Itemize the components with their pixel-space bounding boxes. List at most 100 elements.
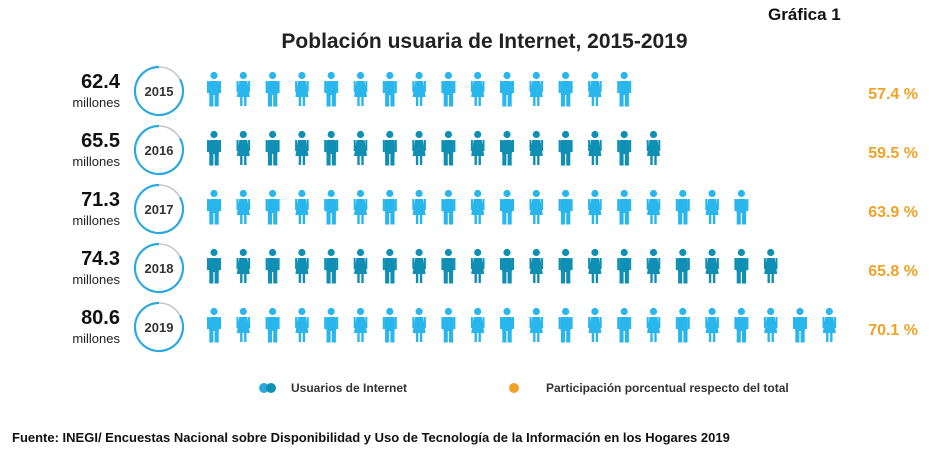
person-icon bbox=[382, 71, 397, 107]
person-icon bbox=[324, 189, 339, 225]
person-icon bbox=[734, 189, 749, 225]
year-label: 2016 bbox=[145, 143, 174, 158]
row-unit: millones bbox=[72, 154, 120, 169]
person-icon bbox=[675, 189, 690, 225]
row-unit: millones bbox=[72, 272, 120, 287]
person-icon bbox=[793, 307, 807, 343]
pictograph-plot: 2015 2016 2017 2018 2019 bbox=[133, 65, 837, 353]
person-icon bbox=[529, 307, 544, 342]
person-icon bbox=[646, 130, 661, 165]
person-icon bbox=[441, 71, 456, 107]
person-icon bbox=[353, 189, 368, 224]
person-icon bbox=[207, 307, 221, 343]
person-icon bbox=[588, 130, 602, 165]
person-icon bbox=[558, 307, 573, 343]
person-icon bbox=[353, 71, 368, 106]
legend-swatch-pct bbox=[509, 383, 519, 393]
person-icon bbox=[500, 71, 514, 107]
person-icon bbox=[500, 307, 514, 343]
year-label: 2018 bbox=[145, 261, 174, 276]
person-icon bbox=[763, 248, 778, 283]
person-icon bbox=[500, 189, 514, 225]
person-icon bbox=[529, 189, 544, 224]
person-icon bbox=[382, 307, 397, 343]
person-icon bbox=[382, 130, 397, 166]
person-icon bbox=[470, 248, 485, 283]
person-icon bbox=[588, 189, 602, 224]
person-icon bbox=[353, 130, 368, 165]
row-unit: millones bbox=[72, 213, 120, 228]
person-icon bbox=[207, 189, 221, 225]
person-icon bbox=[470, 307, 485, 342]
person-icon bbox=[382, 189, 397, 225]
row-unit: millones bbox=[72, 331, 120, 346]
row-value: 71.3 bbox=[81, 189, 120, 211]
person-icon bbox=[382, 248, 397, 284]
person-icon bbox=[646, 248, 661, 283]
row-percentage: 70.1 % bbox=[868, 322, 918, 339]
year-label: 2015 bbox=[145, 84, 174, 99]
person-icon bbox=[617, 71, 632, 107]
person-icon bbox=[441, 248, 456, 284]
person-icon bbox=[705, 189, 719, 224]
year-ring bbox=[133, 301, 185, 353]
person-icon bbox=[558, 130, 573, 166]
person-icon bbox=[207, 130, 221, 166]
year-ring bbox=[133, 65, 185, 117]
person-icon bbox=[500, 248, 514, 284]
year-label: 2019 bbox=[145, 320, 174, 335]
person-icon bbox=[529, 248, 544, 283]
year-label: 2017 bbox=[145, 202, 174, 217]
row-percentage: 65.8 % bbox=[868, 263, 918, 280]
row-value: 65.5 bbox=[81, 130, 120, 152]
figure-label: Gráfica 1 bbox=[768, 5, 841, 24]
person-icon bbox=[412, 189, 426, 224]
person-icon bbox=[412, 71, 426, 106]
row-percentage: 57.4 % bbox=[868, 86, 918, 103]
person-icon bbox=[617, 248, 632, 284]
person-icon bbox=[353, 248, 368, 283]
person-icon bbox=[675, 248, 690, 284]
person-icon bbox=[470, 189, 485, 224]
person-icon bbox=[705, 248, 719, 283]
person-icon bbox=[734, 307, 749, 343]
legend-label-pct: Participación porcentual respecto del to… bbox=[546, 381, 789, 395]
person-icon bbox=[441, 130, 456, 166]
person-icon bbox=[236, 189, 251, 224]
person-icon bbox=[265, 307, 280, 343]
person-icon bbox=[588, 71, 602, 106]
person-icon bbox=[295, 307, 309, 342]
person-icon bbox=[822, 307, 837, 342]
person-icon bbox=[558, 248, 573, 284]
legend-label-users: Usuarios de Internet bbox=[291, 381, 408, 395]
person-icon bbox=[236, 248, 251, 283]
person-icon bbox=[295, 248, 309, 283]
person-icon bbox=[441, 307, 456, 343]
person-icon bbox=[441, 189, 456, 225]
person-icon bbox=[588, 307, 602, 342]
year-ring bbox=[133, 124, 185, 176]
year-ring bbox=[133, 183, 185, 235]
legend-swatch-users-a bbox=[259, 383, 269, 393]
person-icon bbox=[646, 307, 661, 342]
person-icon bbox=[500, 130, 514, 166]
source-note: Fuente: INEGI/ Encuestas Nacional sobre … bbox=[12, 430, 730, 445]
person-icon bbox=[558, 189, 573, 225]
person-icon bbox=[529, 71, 544, 106]
person-icon bbox=[617, 130, 632, 166]
person-icon bbox=[558, 71, 573, 107]
row-percentage: 63.9 % bbox=[868, 204, 918, 221]
person-icon bbox=[412, 248, 426, 283]
legend-swatch-users-b bbox=[266, 383, 276, 393]
row-unit: millones bbox=[72, 95, 120, 110]
person-icon bbox=[646, 189, 661, 224]
person-icon bbox=[763, 307, 778, 342]
year-ring bbox=[133, 242, 185, 294]
person-icon bbox=[470, 130, 485, 165]
person-icon bbox=[705, 307, 719, 342]
person-icon bbox=[412, 130, 426, 165]
person-icon bbox=[324, 307, 339, 343]
person-icon bbox=[324, 71, 339, 107]
person-icon bbox=[207, 248, 221, 284]
person-icon bbox=[588, 248, 602, 283]
